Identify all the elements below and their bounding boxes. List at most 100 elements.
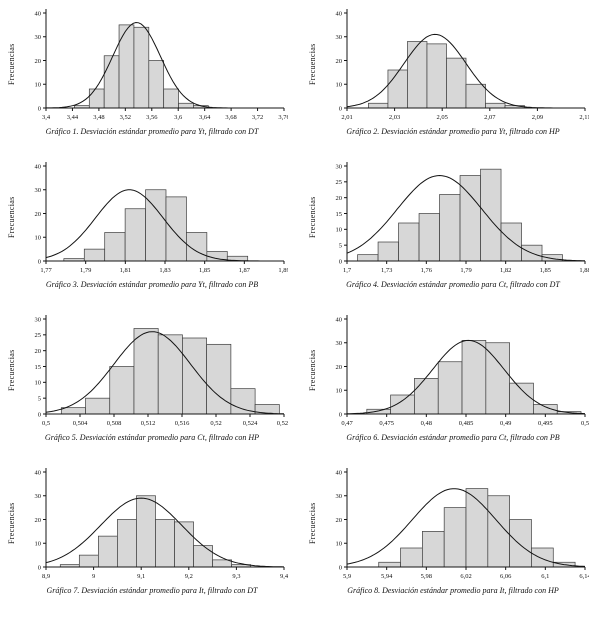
svg-text:5: 5 [38, 395, 41, 402]
y-axis-label: Frecuencias [308, 349, 317, 391]
svg-text:0: 0 [339, 258, 342, 265]
svg-text:40: 40 [336, 316, 343, 323]
svg-text:2,05: 2,05 [437, 114, 448, 121]
histogram-panel-6: Frecuencias 0 10 20 30 40 0,47 0,475 0,48 0,485 0… [301, 311, 602, 464]
svg-text:5,98: 5,98 [421, 573, 432, 580]
chart-caption-7: Gráfico 7. Desviación estándar promedio … [46, 586, 258, 595]
histogram-plot-3: 0 10 20 30 40 1,77 1,79 1,81 1,83 1,85 1,87 1,89 [35, 162, 288, 274]
svg-text:9,2: 9,2 [185, 573, 193, 580]
svg-text:1,85: 1,85 [199, 267, 210, 274]
svg-text:3,76: 3,76 [278, 114, 288, 121]
svg-text:2,11: 2,11 [579, 114, 589, 121]
y-axis-label: Frecuencias [7, 349, 16, 391]
svg-text:30: 30 [35, 34, 42, 41]
y-axis-label: Frecuencias [308, 502, 317, 544]
svg-text:40: 40 [35, 469, 42, 476]
svg-text:30: 30 [35, 316, 42, 323]
svg-text:30: 30 [336, 493, 343, 500]
histogram-panel-7: Frecuencias 0 10 20 30 40 8,9 9 9,1 9,2 9,3 9,4 Gr… [0, 464, 301, 617]
svg-text:3,64: 3,64 [199, 114, 211, 121]
histogram-panel-8: Frecuencias 0 10 20 30 40 5,9 5,94 5,98 6,02 6,06… [301, 464, 602, 617]
svg-text:0,504: 0,504 [73, 420, 88, 427]
svg-text:2,01: 2,01 [341, 114, 352, 121]
svg-text:0: 0 [38, 564, 41, 571]
svg-text:1,88: 1,88 [579, 267, 589, 274]
svg-text:0,5: 0,5 [581, 420, 589, 427]
svg-text:0: 0 [38, 258, 41, 265]
y-axis-label: Frecuencias [308, 196, 317, 238]
svg-text:20: 20 [336, 195, 343, 202]
svg-text:0: 0 [339, 564, 342, 571]
svg-text:1,82: 1,82 [500, 267, 511, 274]
svg-text:3,72: 3,72 [252, 114, 263, 121]
histogram-panel-4: Frecuencias 0 5 10 15 20 25 30 1,7 1,73 1,76 1,79 1… [301, 158, 602, 311]
svg-text:3,4: 3,4 [42, 114, 51, 121]
svg-text:0: 0 [339, 105, 342, 112]
svg-text:10: 10 [336, 541, 343, 548]
svg-text:30: 30 [336, 34, 343, 41]
svg-text:2,09: 2,09 [532, 114, 543, 121]
svg-text:10: 10 [336, 227, 343, 234]
svg-text:20: 20 [35, 58, 42, 65]
svg-text:9,3: 9,3 [232, 573, 240, 580]
svg-text:0,495: 0,495 [538, 420, 553, 427]
svg-text:20: 20 [35, 348, 42, 355]
svg-text:1,73: 1,73 [381, 267, 392, 274]
svg-text:20: 20 [336, 517, 343, 524]
svg-text:5: 5 [339, 242, 342, 249]
chart-caption-6: Gráfico 6. Desviación estándar promedio … [346, 433, 560, 442]
svg-text:0,47: 0,47 [341, 420, 353, 427]
svg-text:0,5: 0,5 [42, 420, 50, 427]
chart-caption-5: Gráfico 5. Desviación estándar promedio … [44, 433, 260, 442]
svg-text:0,512: 0,512 [141, 420, 156, 427]
svg-text:30: 30 [336, 163, 343, 170]
svg-text:0,52: 0,52 [210, 420, 221, 427]
svg-text:40: 40 [35, 163, 42, 170]
svg-text:8,9: 8,9 [42, 573, 50, 580]
histogram-plot-7: 0 10 20 30 40 8,9 9 9,1 9,2 9,3 9,4 [35, 468, 288, 580]
svg-text:9,1: 9,1 [137, 573, 145, 580]
svg-text:3,68: 3,68 [225, 114, 236, 121]
svg-text:0,475: 0,475 [379, 420, 394, 427]
svg-text:20: 20 [336, 364, 343, 371]
svg-text:0,48: 0,48 [421, 420, 432, 427]
svg-text:10: 10 [336, 82, 343, 89]
svg-text:1,7: 1,7 [343, 267, 352, 274]
svg-text:40: 40 [336, 10, 343, 17]
histogram-plot-6: 0 10 20 30 40 0,47 0,475 0,48 0,485 0,49 0,495 0,5 [336, 315, 589, 427]
svg-text:0: 0 [38, 411, 41, 418]
svg-text:30: 30 [336, 340, 343, 347]
svg-text:0,516: 0,516 [175, 420, 190, 427]
svg-text:6,1: 6,1 [541, 573, 549, 580]
svg-text:9,4: 9,4 [280, 573, 288, 580]
histogram-plot-8: 0 10 20 30 40 5,9 5,94 5,98 6,02 6,06 6,1 6,14 [336, 468, 589, 580]
svg-text:40: 40 [336, 469, 343, 476]
y-axis-label: Frecuencias [7, 196, 16, 238]
histogram-plot-4: 0 5 10 15 20 25 30 1,7 1,73 1,76 1,79 1,82 1,85 1,88 [336, 162, 589, 274]
svg-text:40: 40 [35, 10, 42, 17]
svg-text:1,83: 1,83 [159, 267, 170, 274]
chart-caption-3: Gráfico 3. Desviación estándar promedio … [45, 280, 259, 289]
svg-text:10: 10 [35, 82, 42, 89]
svg-text:30: 30 [35, 493, 42, 500]
svg-text:3,48: 3,48 [93, 114, 104, 121]
svg-text:1,81: 1,81 [120, 267, 131, 274]
histogram-panel-2: Frecuencias 0 10 20 30 40 2,01 2,03 2,05 2,07 2,0… [301, 5, 602, 158]
svg-text:10: 10 [35, 235, 42, 242]
svg-text:5,9: 5,9 [343, 573, 351, 580]
svg-text:2,07: 2,07 [484, 114, 496, 121]
histogram-panel-5: Frecuencias 0 5 10 15 20 25 30 0,5 0,504 0,508 0,5… [0, 311, 301, 464]
svg-text:1,85: 1,85 [540, 267, 551, 274]
svg-text:1,79: 1,79 [460, 267, 471, 274]
svg-text:0: 0 [339, 411, 342, 418]
svg-text:20: 20 [35, 211, 42, 218]
svg-text:20: 20 [35, 517, 42, 524]
histogram-panel-3: Frecuencias 0 10 20 30 40 1,77 1,79 1,81 1,83 1,8… [0, 158, 301, 311]
svg-text:0,524: 0,524 [243, 420, 258, 427]
svg-text:30: 30 [35, 187, 42, 194]
svg-text:10: 10 [35, 380, 42, 387]
svg-text:20: 20 [336, 58, 343, 65]
y-axis-label: Frecuencias [308, 43, 317, 85]
svg-text:15: 15 [35, 364, 42, 371]
svg-text:5,94: 5,94 [381, 573, 393, 580]
